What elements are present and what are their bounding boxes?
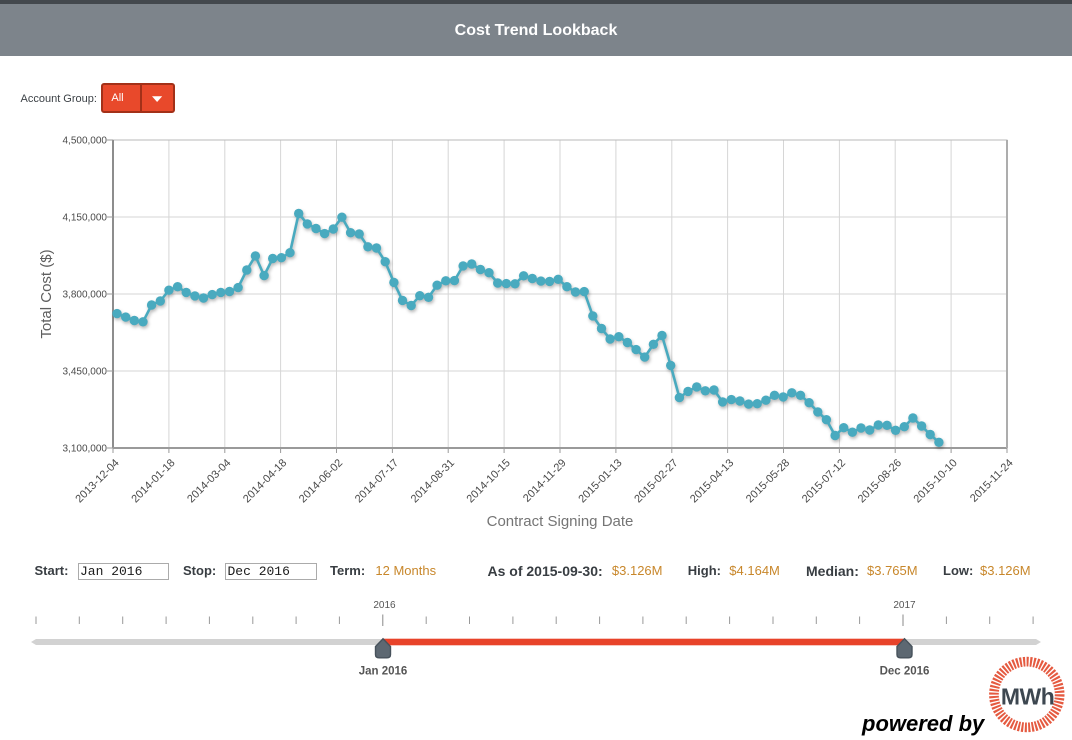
svg-text:2014-03-04: 2014-03-04 bbox=[185, 457, 233, 505]
svg-text:Total Cost ($): Total Cost ($) bbox=[38, 249, 55, 338]
svg-text:2017: 2017 bbox=[893, 600, 916, 611]
svg-text:2015-04-13: 2015-04-13 bbox=[688, 457, 736, 505]
svg-text:Contract Signing Date: Contract Signing Date bbox=[487, 513, 634, 530]
svg-text:Jan 2016: Jan 2016 bbox=[359, 666, 408, 678]
svg-text:MWh: MWh bbox=[1001, 684, 1054, 710]
svg-text:3,800,000: 3,800,000 bbox=[63, 290, 108, 301]
svg-text:2014-11-29: 2014-11-29 bbox=[521, 457, 569, 505]
svg-text:2014-04-18: 2014-04-18 bbox=[241, 457, 289, 505]
svg-text:Dec 2016: Dec 2016 bbox=[880, 666, 930, 678]
svg-text:2015-02-27: 2015-02-27 bbox=[632, 457, 680, 505]
svg-text:2014-06-02: 2014-06-02 bbox=[297, 457, 345, 505]
svg-text:2014-07-17: 2014-07-17 bbox=[353, 457, 401, 505]
svg-text:2013-12-04: 2013-12-04 bbox=[73, 457, 121, 505]
svg-text:4,500,000: 4,500,000 bbox=[63, 136, 108, 147]
svg-text:2015-01-13: 2015-01-13 bbox=[576, 457, 624, 505]
svg-text:4,150,000: 4,150,000 bbox=[63, 213, 108, 224]
svg-text:3,100,000: 3,100,000 bbox=[63, 444, 108, 455]
svg-text:2014-08-31: 2014-08-31 bbox=[409, 457, 457, 505]
svg-text:2015-08-26: 2015-08-26 bbox=[856, 457, 904, 505]
svg-text:2015-10-10: 2015-10-10 bbox=[912, 457, 960, 505]
svg-text:2014-10-15: 2014-10-15 bbox=[465, 457, 513, 505]
svg-text:2015-07-12: 2015-07-12 bbox=[800, 457, 848, 505]
svg-text:2014-01-18: 2014-01-18 bbox=[129, 457, 177, 505]
svg-text:3,450,000: 3,450,000 bbox=[63, 367, 108, 378]
svg-text:2015-11-24: 2015-11-24 bbox=[968, 457, 1016, 505]
svg-text:2016: 2016 bbox=[373, 600, 396, 611]
svg-text:2015-05-28: 2015-05-28 bbox=[744, 457, 792, 505]
